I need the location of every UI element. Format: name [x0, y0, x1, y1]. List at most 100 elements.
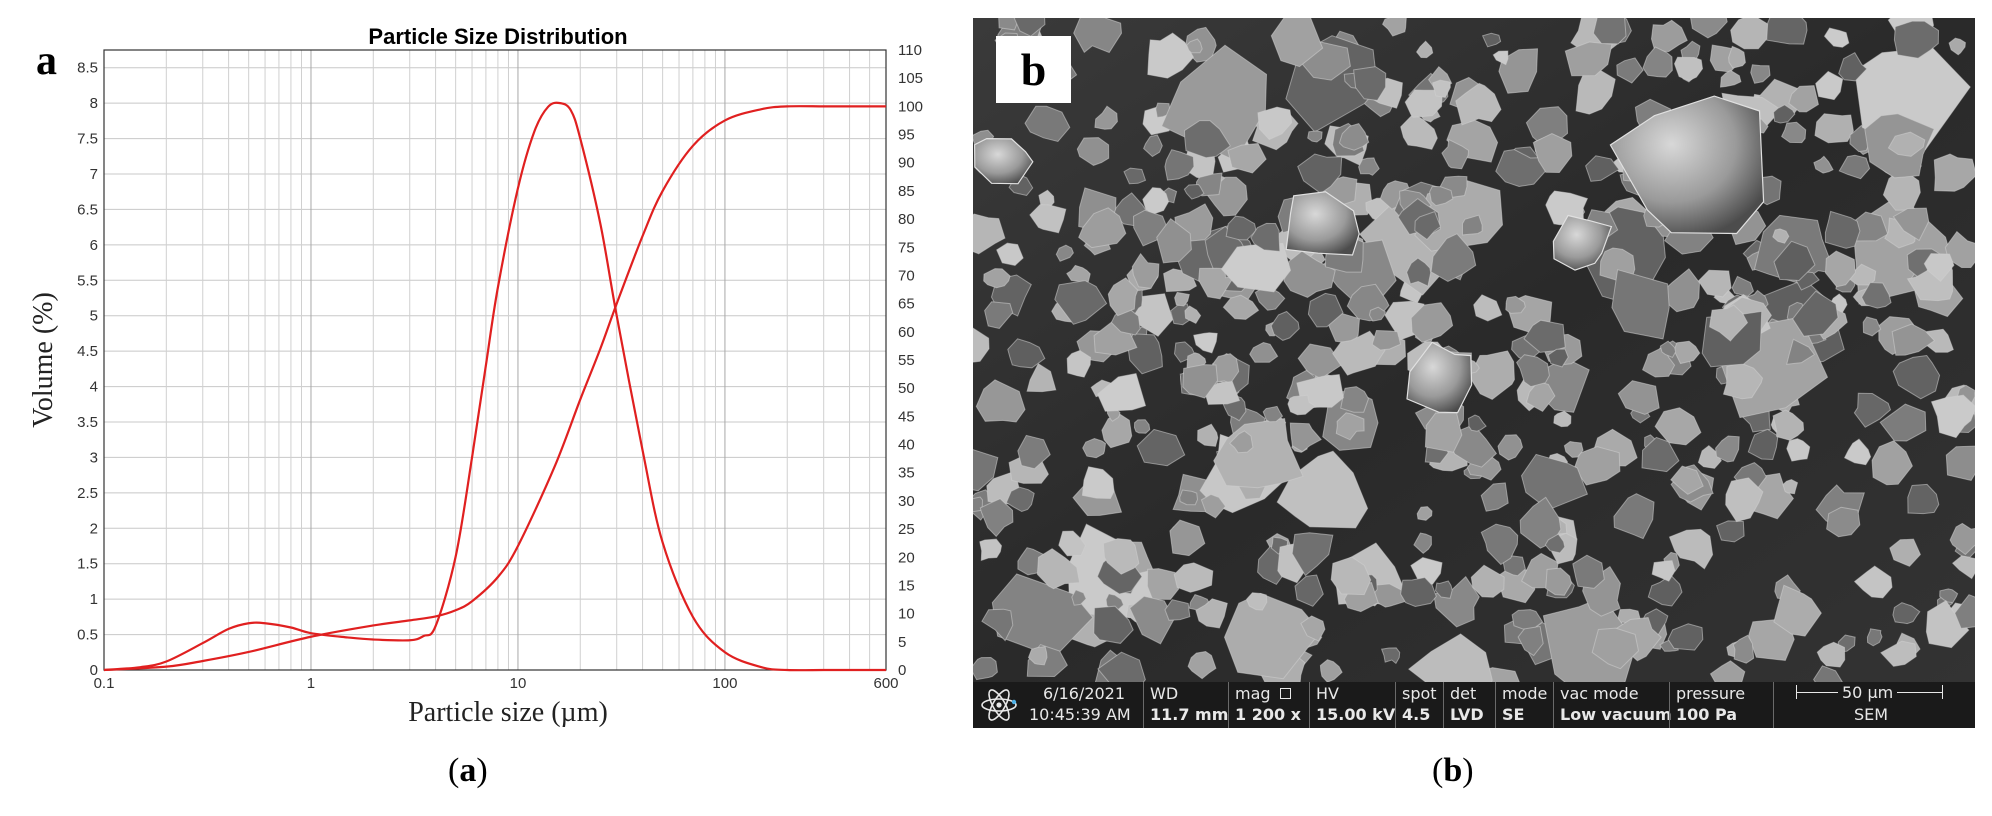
- sem-particle-99: [1573, 446, 1621, 486]
- sem-pressure-label: pressure: [1676, 684, 1746, 703]
- sem-particle-205: [1027, 646, 1048, 666]
- sem-particle-512: [1892, 602, 1921, 625]
- sem-particle-234: [1147, 32, 1195, 79]
- sem-vac-label: vac mode: [1560, 684, 1639, 703]
- sem-particle-415: [1824, 250, 1857, 288]
- sem-particle-433: [1511, 609, 1544, 630]
- sem-particle-427: [1659, 340, 1677, 359]
- sem-particle-507: [1076, 137, 1110, 166]
- sem-particle-7: [1879, 403, 1927, 442]
- scale-bar-right-cap: [1942, 685, 1943, 699]
- y-right-tick-2: 10: [898, 606, 915, 623]
- sem-particle-304: [1186, 38, 1203, 54]
- sem-particle-279: [1591, 627, 1640, 670]
- sem-particle-487: [1246, 592, 1268, 611]
- sem-particle-424: [1492, 50, 1509, 66]
- sem-particle-485: [1816, 641, 1846, 668]
- sem-particle-437: [1093, 605, 1134, 644]
- x-tick-1: 1: [307, 675, 315, 692]
- sem-particle-453: [1195, 172, 1223, 197]
- x-tick-0: 0.1: [94, 675, 115, 692]
- sem-micrograph-image: [973, 18, 1975, 682]
- y-left-tick-17: 8.5: [77, 60, 98, 77]
- sem-particle-328: [1772, 104, 1796, 124]
- sem-particle-359: [1307, 130, 1323, 143]
- sem-particle-383: [1515, 354, 1550, 388]
- sem-particle-186: [998, 18, 1019, 31]
- sem-spot-cell: spot 4.5: [1395, 682, 1443, 728]
- sem-mag-value: 1 200 x: [1235, 705, 1301, 724]
- sem-particle-262: [1400, 112, 1438, 150]
- sem-particle-large-523: [1285, 191, 1360, 256]
- sem-particle-448: [1058, 530, 1087, 557]
- sem-particle-297: [1697, 269, 1732, 298]
- chart-panel-label: a: [36, 38, 57, 84]
- sem-particle-301: [1338, 123, 1370, 151]
- sem-particle-376: [1887, 131, 1926, 157]
- sem-particle-519: [1792, 290, 1839, 337]
- sem-particle-254: [1933, 153, 1975, 192]
- sem-particle-490: [1709, 304, 1749, 342]
- y-right-tick-10: 50: [898, 380, 915, 397]
- sem-particle-171: [1892, 354, 1941, 400]
- sem-particle-379: [1228, 430, 1254, 454]
- sem-particle-497: [1300, 615, 1326, 642]
- sem-particle-439: [1495, 148, 1548, 188]
- sem-particle-344: [1017, 434, 1051, 470]
- sem-particle-516: [1096, 373, 1147, 412]
- sem-particle-222: [1786, 438, 1811, 462]
- sem-particle-187: [1814, 113, 1854, 144]
- square-icon: [1279, 688, 1291, 699]
- sem-particle-333: [1142, 187, 1170, 215]
- sem-particle-338: [1123, 167, 1147, 185]
- sem-particle-498: [1164, 149, 1195, 181]
- sem-particle-386: [1225, 215, 1257, 241]
- sem-particle-373: [1407, 633, 1493, 682]
- sem-particle-229: [1055, 244, 1074, 262]
- sem-particle-244: [1826, 506, 1861, 538]
- sem-particle-119: [1613, 493, 1655, 540]
- y-right-tick-1: 5: [898, 634, 906, 651]
- sem-particle-324: [1081, 466, 1115, 500]
- sem-spot-label: spot: [1402, 684, 1437, 703]
- sem-particle-70: [1654, 407, 1702, 446]
- sem-particle-432: [1223, 592, 1322, 680]
- sem-particle-430: [1330, 556, 1372, 596]
- sem-particle-237: [1179, 489, 1199, 506]
- x-tick-4: 600: [873, 675, 898, 692]
- sem-particle-243: [1473, 294, 1503, 322]
- sem-particle-406: [1893, 20, 1940, 59]
- sem-spot-value: 4.5: [1402, 705, 1431, 724]
- sem-particle-325: [1871, 440, 1913, 486]
- sem-particle-420: [1517, 625, 1544, 657]
- y-right-tick-14: 70: [898, 267, 915, 284]
- sem-particle-181: [1082, 437, 1107, 459]
- sem-particle-362: [1071, 589, 1087, 606]
- y-right-tick-17: 85: [898, 183, 915, 200]
- particle-size-chart: a Particle Size Distribution 0 0.5 1 1.5 2 2.…: [28, 24, 923, 728]
- y-right-tick-15: 75: [898, 239, 915, 256]
- sem-particle-426: [1335, 412, 1365, 441]
- y-left-tick-2: 1: [90, 591, 98, 608]
- sem-particle-265: [1480, 482, 1509, 512]
- sem-particle-224: [1617, 380, 1660, 415]
- sem-particle-1: [1780, 121, 1807, 144]
- y-left-tick-5: 2.5: [77, 485, 98, 502]
- sem-particle-467: [1434, 580, 1453, 599]
- sem-particle-391: [1788, 85, 1819, 113]
- y-right-tick-7: 35: [898, 465, 915, 482]
- y-left-tick-4: 2: [90, 520, 98, 537]
- atom-logo-icon: [981, 689, 1017, 721]
- y-right-tick-6: 30: [898, 493, 915, 510]
- sem-particle-446: [1467, 414, 1487, 432]
- sem-particle-473: [1097, 651, 1146, 682]
- sem-particle-511: [1227, 142, 1267, 174]
- sem-particle-418: [1371, 329, 1402, 351]
- sem-mode-cell: mode SE: [1495, 682, 1553, 728]
- sem-particle-214: [1026, 362, 1057, 393]
- sem-particle-481: [1173, 562, 1214, 593]
- series-lines: [103, 101, 886, 672]
- sem-particle-414: [1641, 436, 1680, 473]
- sem-particle-405: [1715, 435, 1740, 463]
- sem-particle-196: [1520, 453, 1589, 511]
